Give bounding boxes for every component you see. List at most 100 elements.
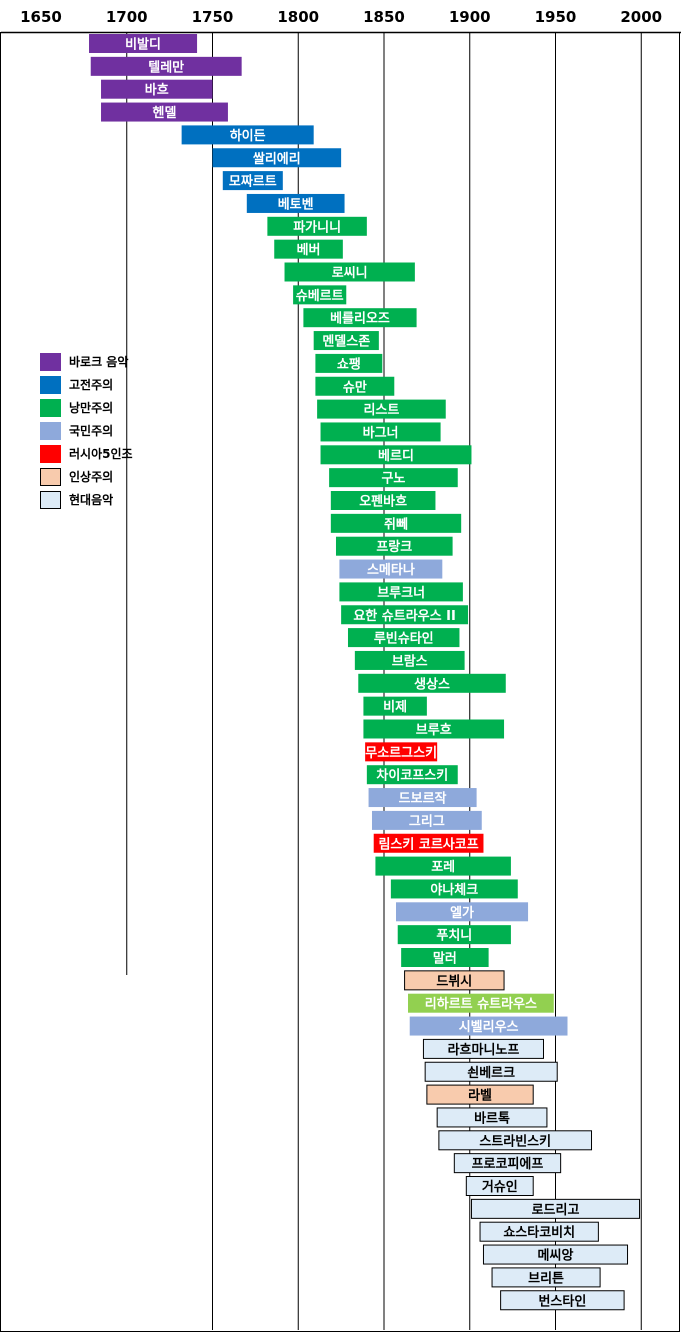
composer-bar: 브람스 (354, 650, 465, 670)
composer-bar-rect (436, 1107, 548, 1128)
composer-bar-label: 모짜르트 (229, 174, 277, 190)
composer-bar-rect (339, 559, 443, 579)
composer-bar-rect (320, 422, 441, 442)
composer-bar: 모짜르트 (222, 171, 283, 191)
legend-item-modern: 현대음악 (40, 488, 133, 511)
composer-bar-rect (330, 513, 462, 533)
composer-bar: 쇤베르크 (424, 1061, 558, 1082)
composer-bar-rect (267, 216, 367, 236)
composer-bar: 바르톡 (436, 1107, 548, 1128)
composer-bar-label: 슈베르트 (296, 289, 344, 304)
composer-bar-label: 쇼팽 (337, 356, 361, 372)
legend-item-romantic: 낭만주의 (40, 396, 133, 419)
legend-label: 현대음악 (69, 493, 114, 507)
composer-bar-label: 브람스 (392, 654, 428, 669)
composer-bar: 슈베르트 (293, 285, 347, 305)
composer-bar-rect (422, 1038, 544, 1059)
composer-bar-rect (315, 353, 383, 373)
composer-bar: 헨델 (101, 102, 228, 122)
composer-bar: 라벨 (426, 1084, 534, 1105)
composer-bar: 번스타인 (500, 1290, 625, 1311)
composer-bar-rect (397, 925, 511, 945)
composer-bar-label: 바흐 (145, 82, 169, 98)
composer-bar-label: 요한 슈트라우스 II (353, 608, 455, 624)
tick-label-1800: 1800 (277, 8, 319, 26)
composer-bar-rect (315, 376, 395, 396)
composer-bar-rect (408, 993, 554, 1013)
legend-item-impressionism: 인상주의 (40, 465, 133, 488)
composer-bar: 그리그 (371, 810, 482, 830)
composer-bar-label: 슈만 (343, 379, 367, 395)
composer-bar-label: 쇤베르크 (467, 1066, 515, 1081)
composer-bar: 드뷔시 (404, 970, 505, 991)
composer-bar: 베버 (274, 239, 343, 259)
composer-bar-label: 베를리오즈 (330, 311, 390, 327)
legend-label: 고전주의 (69, 378, 114, 392)
composer-bar-rect (368, 788, 477, 808)
tick-label-1850: 1850 (363, 8, 405, 26)
legend-swatch (40, 467, 61, 486)
composer-bar-rect (284, 262, 415, 282)
composer-bar: 라흐마니노프 (422, 1038, 544, 1059)
composer-bar-label: 리스트 (363, 402, 399, 418)
composer-bar-label: 쥐뻬 (384, 517, 408, 532)
composer-bar: 브루크너 (339, 582, 463, 602)
composer-bar-label: 루빈슈타인 (374, 631, 434, 647)
tick-label-1750: 1750 (192, 8, 234, 26)
composer-bar-rect (89, 34, 198, 53)
composer-bar: 차이코프스키 (366, 765, 458, 785)
composer-bar-rect (375, 856, 511, 876)
composer-bar-label: 구노 (381, 472, 405, 487)
composer-bar-rect (482, 1244, 629, 1265)
legend-swatch (40, 444, 61, 463)
composer-bar: 구노 (329, 468, 458, 488)
composer-bar-label: 그리그 (409, 813, 445, 829)
composer-bar-label: 야나체크 (430, 882, 478, 898)
legend-label: 러시아5인조 (69, 447, 133, 461)
composer-bar: 리하르트 슈트라우스 (408, 993, 554, 1013)
composer-bar: 쇼팽 (315, 353, 383, 373)
composer-bar-rect (426, 1084, 534, 1105)
composer-bar-label: 포레 (431, 860, 455, 875)
composer-bar-rect (401, 948, 489, 967)
composer-bar-label: 쇼스타코비치 (503, 1225, 575, 1241)
composer-bar: 베를리오즈 (303, 308, 417, 328)
legend-label: 인상주의 (69, 470, 114, 484)
composer-bar: 생상스 (358, 673, 506, 693)
composer-bar-label: 텔레만 (148, 59, 184, 75)
composer-bar-label: 베토벤 (278, 196, 314, 212)
composer-bar: 림스키 코르사코프 (373, 833, 484, 853)
composer-bar: 리스트 (317, 399, 446, 419)
composer-bar-label: 로드리고 (532, 1202, 580, 1218)
composer-bar-rect (101, 102, 228, 122)
composer-bar: 루빈슈타인 (347, 628, 460, 648)
composer-bar-label: 시벨리우스 (459, 1019, 519, 1035)
legend-swatch (40, 421, 61, 440)
composer-bar: 베토벤 (246, 193, 345, 213)
composer-bar-label: 생상스 (414, 677, 450, 692)
composer-bar: 시벨리우스 (409, 1016, 568, 1036)
composer-bar-label: 멘델스존 (322, 334, 370, 350)
composer-bar: 쥐뻬 (330, 513, 462, 533)
composer-bar: 무소르그스키 (365, 742, 438, 762)
composer-bar-rect (329, 468, 458, 488)
composer-bar-label: 하이든 (230, 128, 266, 144)
composer-bar: 거슈인 (465, 1176, 534, 1196)
composer-bar-label: 차이코프스키 (376, 768, 448, 784)
composer-bar-rect (293, 285, 347, 305)
composer-bar-rect (335, 536, 453, 556)
composer-bar-label: 바그너 (363, 425, 399, 441)
composer-bar: 푸치니 (397, 925, 511, 945)
composer-bar-rect (274, 239, 343, 259)
composer-bar-label: 번스타인 (538, 1293, 586, 1309)
tick-label-1650: 1650 (20, 8, 62, 26)
composer-bar-label: 스트라빈스키 (479, 1133, 551, 1149)
composer-bar-rect (317, 399, 446, 419)
composer-bar-rect (465, 1176, 534, 1196)
composer-bar-rect (347, 628, 460, 648)
composer-bar: 하이든 (181, 125, 314, 145)
legend-label: 바로크 음악 (69, 355, 129, 369)
composer-bar: 베르디 (320, 445, 472, 465)
composer-bar: 바흐 (101, 79, 213, 99)
